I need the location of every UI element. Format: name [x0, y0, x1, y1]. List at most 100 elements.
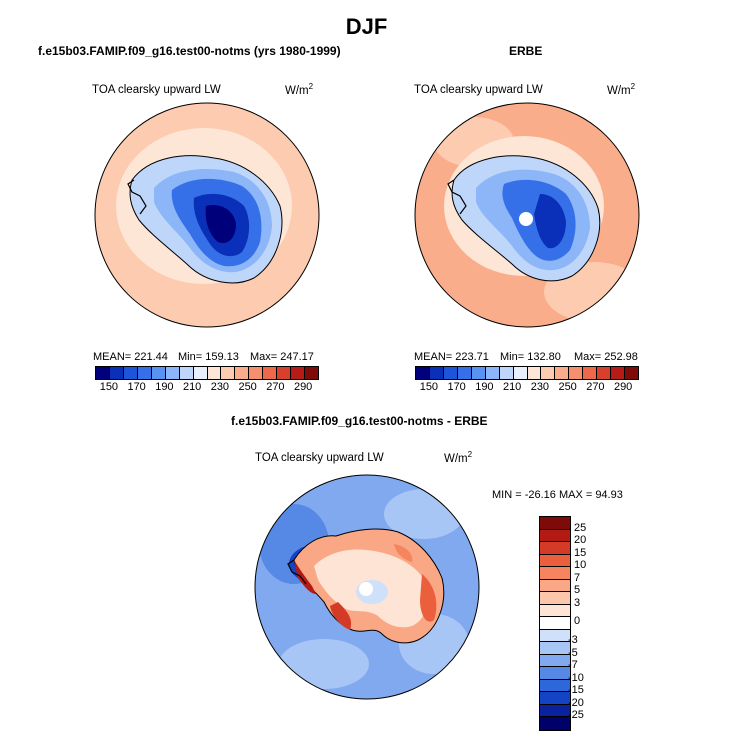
colorbar-swatch [527, 367, 542, 379]
colorbar-swatch [221, 367, 236, 379]
colorbar-tick-label: 3 [574, 596, 581, 609]
obs-colorbar [415, 366, 639, 380]
colorbar-swatch [109, 367, 124, 379]
obs-colorbar-ticks: 150 170 190 210 230 250 270 290 [415, 381, 637, 395]
model-colorbar-ticks: 150 170 190 210 230 250 270 290 [95, 381, 317, 395]
colorbar-swatch [540, 667, 570, 680]
colorbar-swatch [540, 679, 570, 692]
colorbar-swatch [540, 654, 570, 667]
colorbar-swatch [540, 717, 570, 730]
colorbar-swatch [541, 367, 556, 379]
colorbar-swatch [291, 367, 306, 379]
obs-field-label: TOA clearsky upward LW [414, 84, 543, 96]
colorbar-swatch [263, 367, 278, 379]
colorbar-tick-label: 170 [127, 381, 146, 393]
colorbar-swatch [540, 604, 570, 617]
colorbar-swatch [540, 617, 570, 630]
colorbar-tick-label: 270 [586, 381, 605, 393]
obs-min: Min= 132.80 [500, 351, 561, 363]
colorbar-swatch [540, 554, 570, 567]
colorbar-tick-label: -3 [568, 634, 578, 646]
colorbar-swatch [429, 367, 444, 379]
colorbar-swatch [193, 367, 208, 379]
colorbar-tick-label: 15 [574, 546, 587, 559]
colorbar-tick-label: -25 [568, 709, 584, 721]
colorbar-tick-label: 0 [574, 615, 581, 628]
colorbar-tick-label: 230 [210, 381, 230, 393]
colorbar-tick-label: 190 [475, 381, 494, 393]
colorbar-swatch [485, 367, 500, 379]
diff-min-max: MIN = -26.16 MAX = 94.93 [492, 489, 623, 501]
colorbar-swatch [540, 592, 570, 605]
colorbar-swatch [540, 517, 570, 530]
model-polar-map [94, 102, 320, 328]
colorbar-tick-label: -10 [568, 671, 584, 684]
colorbar-tick-label: 7 [574, 571, 581, 584]
diff-colorbar-ticks: 25 20 15 10 7 5 3 0 -3 -5 -7 -10 -15 -20 -25 [568, 516, 614, 730]
colorbar-tick-label: 210 [182, 381, 202, 393]
colorbar-swatch [457, 367, 472, 379]
colorbar-swatch [416, 367, 430, 379]
colorbar-swatch [540, 704, 570, 717]
colorbar-swatch [137, 367, 152, 379]
model-mean: MEAN= 221.44 [93, 351, 168, 363]
colorbar-swatch [96, 367, 110, 379]
colorbar-tick-label: -20 [568, 696, 584, 709]
model-panel-title: f.e15b03.FAMIP.f09_g16.test00-notms (yrs… [38, 44, 341, 58]
diff-polar-map [254, 474, 480, 700]
colorbar-tick-label: 150 [419, 381, 439, 393]
colorbar-swatch [235, 367, 250, 379]
colorbar-tick-label: 250 [558, 381, 577, 393]
colorbar-swatch [540, 579, 570, 592]
colorbar-tick-label: 290 [613, 381, 633, 393]
colorbar-swatch [625, 367, 638, 379]
colorbar-swatch [540, 567, 570, 580]
colorbar-swatch [499, 367, 514, 379]
diff-panel-title: f.e15b03.FAMIP.f09_g16.test00-notms - ER… [231, 414, 488, 428]
colorbar-swatch [123, 367, 138, 379]
colorbar-tick-label: 10 [574, 559, 587, 571]
colorbar-swatch [597, 367, 612, 379]
colorbar-swatch [540, 692, 570, 705]
model-max: Max= 247.17 [250, 351, 314, 363]
colorbar-swatch [555, 367, 570, 379]
colorbar-tick-label: 20 [574, 534, 587, 546]
diff-units: W/m2 [444, 450, 473, 465]
colorbar-swatch [305, 367, 318, 379]
colorbar-swatch [207, 367, 222, 379]
obs-mean: MEAN= 223.71 [414, 351, 489, 363]
model-colorbar [95, 366, 319, 380]
colorbar-swatch [151, 367, 166, 379]
colorbar-tick-label: 290 [293, 381, 313, 393]
colorbar-tick-label: 250 [238, 381, 257, 393]
colorbar-swatch [179, 367, 194, 379]
colorbar-swatch [540, 529, 570, 542]
colorbar-tick-label: 210 [502, 381, 522, 393]
colorbar-swatch [540, 542, 570, 555]
colorbar-tick-label: -7 [568, 659, 578, 671]
model-field-label: TOA clearsky upward LW [92, 84, 221, 96]
obs-units: W/m2 [607, 82, 636, 97]
colorbar-swatch [611, 367, 626, 379]
colorbar-tick-label: 5 [574, 584, 581, 596]
diff-field-label: TOA clearsky upward LW [255, 452, 384, 464]
colorbar-swatch [513, 367, 528, 379]
colorbar-tick-label: 170 [447, 381, 466, 393]
obs-max: Max= 252.98 [574, 351, 638, 363]
colorbar-tick-label: 190 [155, 381, 174, 393]
colorbar-swatch [249, 367, 264, 379]
obs-panel-title: ERBE [509, 44, 543, 58]
obs-polar-map [414, 102, 640, 328]
colorbar-swatch [540, 642, 570, 655]
colorbar-swatch [165, 367, 180, 379]
colorbar-swatch [540, 629, 570, 642]
colorbar-tick-label: 150 [99, 381, 119, 393]
colorbar-tick-label: -5 [568, 646, 578, 659]
diff-colorbar [539, 516, 571, 731]
colorbar-tick-label: -15 [568, 684, 584, 696]
colorbar-tick-label: 230 [530, 381, 550, 393]
model-units: W/m2 [285, 82, 314, 97]
colorbar-swatch [583, 367, 598, 379]
model-min: Min= 159.13 [178, 351, 239, 363]
colorbar-swatch [569, 367, 584, 379]
